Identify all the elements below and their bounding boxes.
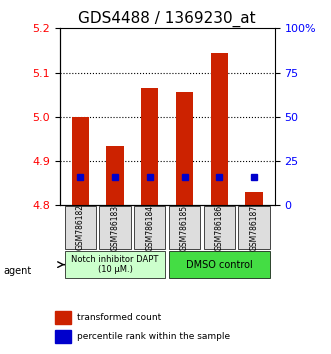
FancyBboxPatch shape xyxy=(134,206,166,249)
Text: DMSO control: DMSO control xyxy=(186,259,253,270)
FancyBboxPatch shape xyxy=(204,206,235,249)
Text: percentile rank within the sample: percentile rank within the sample xyxy=(77,332,230,341)
Bar xyxy=(55,311,71,324)
Text: GSM786187: GSM786187 xyxy=(250,204,259,251)
Text: GSM786184: GSM786184 xyxy=(145,204,154,251)
Bar xyxy=(245,192,262,205)
Text: transformed count: transformed count xyxy=(77,313,161,322)
Bar xyxy=(72,117,89,205)
Text: GSM786183: GSM786183 xyxy=(111,204,119,251)
Bar xyxy=(211,53,228,205)
Bar xyxy=(141,88,159,205)
Text: GSM786182: GSM786182 xyxy=(76,205,85,250)
Bar xyxy=(176,92,193,205)
FancyBboxPatch shape xyxy=(169,206,200,249)
Bar xyxy=(55,330,71,343)
Text: GSM786186: GSM786186 xyxy=(215,204,224,251)
Text: Notch inhibitor DAPT
(10 μM.): Notch inhibitor DAPT (10 μM.) xyxy=(71,255,159,274)
FancyBboxPatch shape xyxy=(238,206,269,249)
Bar xyxy=(107,145,124,205)
Title: GDS4488 / 1369230_at: GDS4488 / 1369230_at xyxy=(78,11,256,27)
FancyBboxPatch shape xyxy=(169,251,269,278)
FancyBboxPatch shape xyxy=(65,206,96,249)
Text: agent: agent xyxy=(3,266,31,276)
FancyBboxPatch shape xyxy=(100,206,131,249)
FancyBboxPatch shape xyxy=(65,251,166,278)
Text: GSM786185: GSM786185 xyxy=(180,204,189,251)
